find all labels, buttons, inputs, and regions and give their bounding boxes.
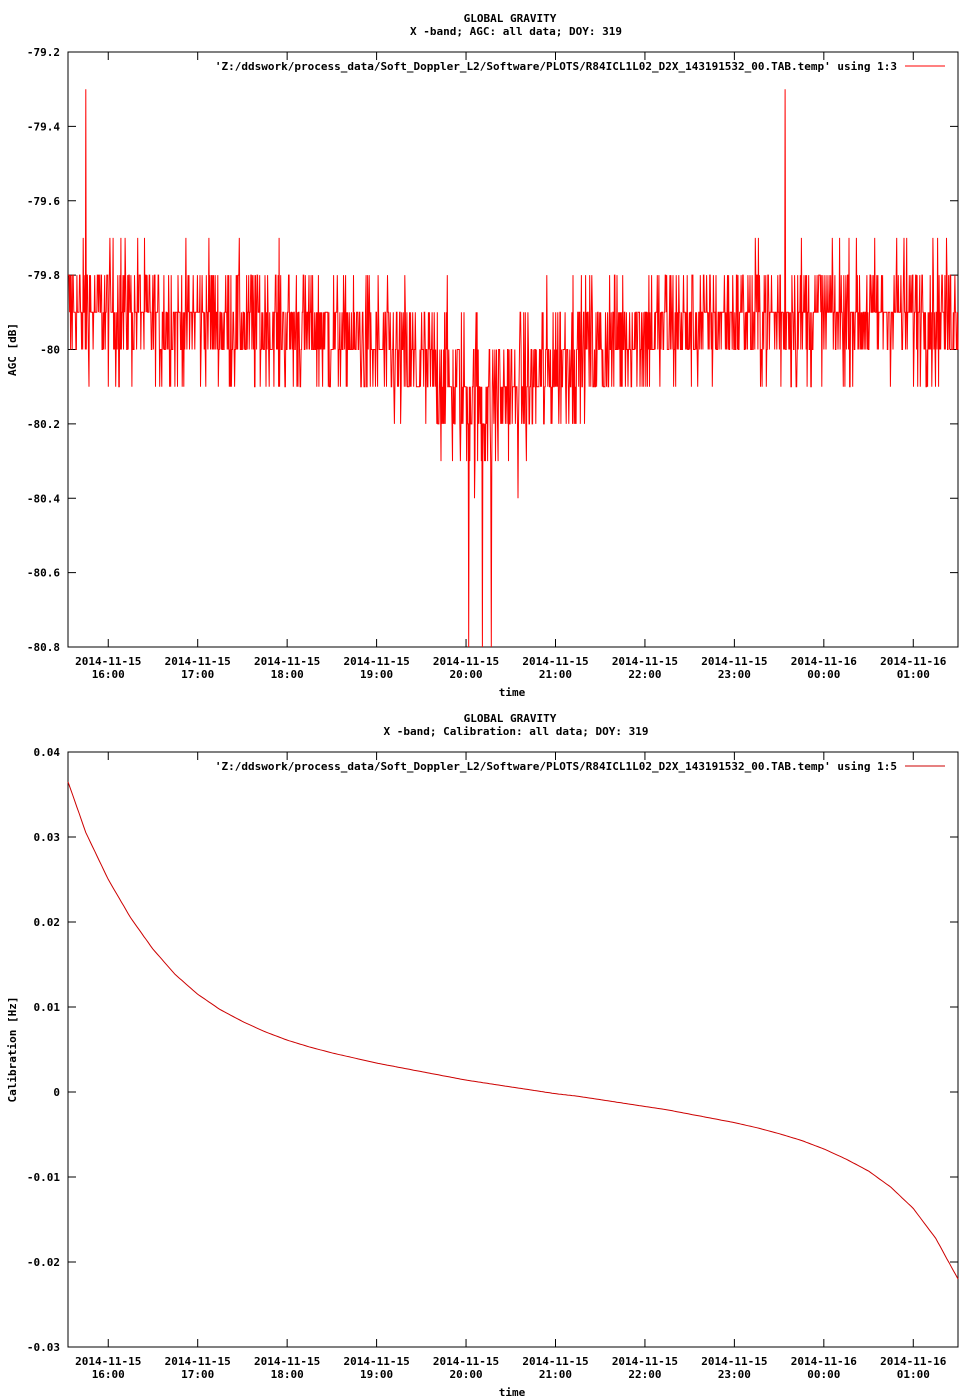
x-tick-time: 01:00: [897, 1368, 930, 1381]
y-tick-label: -80.8: [27, 641, 60, 654]
legend-label: 'Z:/ddswork/process_data/Soft_Doppler_L2…: [215, 760, 897, 773]
legend-label: 'Z:/ddswork/process_data/Soft_Doppler_L2…: [215, 60, 897, 73]
x-tick-time: 23:00: [718, 1368, 751, 1381]
y-tick-label: 0.04: [34, 746, 61, 759]
y-tick-label: -0.02: [27, 1256, 60, 1269]
y-tick-label: 0.02: [34, 916, 61, 929]
plot-frame: [67, 751, 959, 1348]
y-axis-label: AGC [dB]: [6, 323, 19, 376]
x-tick-time: 16:00: [92, 1368, 125, 1381]
x-axis-label: time: [499, 1386, 526, 1399]
x-tick-time: 21:00: [539, 668, 572, 681]
x-tick-date: 2014-11-15: [433, 655, 499, 668]
x-tick-date: 2014-11-15: [75, 655, 141, 668]
calibration-chart: GLOBAL GRAVITY X -band; Calibration: all…: [6, 712, 959, 1399]
x-tick-time: 21:00: [539, 1368, 572, 1381]
x-tick-time: 23:00: [718, 668, 751, 681]
x-tick-time: 18:00: [271, 1368, 304, 1381]
x-tick-date: 2014-11-16: [880, 1355, 947, 1368]
x-tick-date: 2014-11-16: [791, 655, 858, 668]
x-tick-date: 2014-11-15: [343, 1355, 409, 1368]
y-tick-label: -0.03: [27, 1341, 60, 1354]
y-tick-label: -80: [40, 344, 60, 357]
x-tick-date: 2014-11-15: [612, 1355, 678, 1368]
x-tick-date: 2014-11-15: [165, 655, 231, 668]
y-tick-label: -79.2: [27, 46, 60, 59]
x-tick-date: 2014-11-15: [701, 1355, 767, 1368]
x-tick-time: 20:00: [449, 668, 482, 681]
x-tick-date: 2014-11-15: [75, 1355, 141, 1368]
x-tick-time: 16:00: [92, 668, 125, 681]
x-tick-date: 2014-11-15: [165, 1355, 231, 1368]
x-tick-date: 2014-11-15: [433, 1355, 499, 1368]
x-tick-date: 2014-11-15: [522, 655, 588, 668]
x-ticks: 2014-11-1516:002014-11-1517:002014-11-15…: [75, 752, 947, 1381]
x-tick-date: 2014-11-16: [880, 655, 947, 668]
y-tick-label: -0.01: [27, 1171, 60, 1184]
y-tick-label: -80.6: [27, 567, 60, 580]
x-tick-time: 22:00: [628, 1368, 661, 1381]
x-tick-time: 19:00: [360, 1368, 393, 1381]
y-tick-label: -80.4: [27, 492, 60, 505]
y-tick-label: -79.8: [27, 269, 60, 282]
series-line: [67, 781, 959, 1280]
x-axis-label: time: [499, 686, 526, 699]
x-tick-time: 00:00: [807, 1368, 840, 1381]
y-tick-label: -80.2: [27, 418, 60, 431]
y-tick-label: 0: [53, 1086, 60, 1099]
x-tick-time: 18:00: [271, 668, 304, 681]
x-tick-time: 20:00: [449, 1368, 482, 1381]
y-tick-label: -79.6: [27, 195, 60, 208]
x-tick-time: 17:00: [181, 668, 214, 681]
series-layer: [67, 781, 959, 1280]
x-tick-time: 01:00: [897, 668, 930, 681]
x-ticks: 2014-11-1516:002014-11-1517:002014-11-15…: [75, 52, 947, 681]
y-tick-label: 0.03: [34, 831, 61, 844]
chart-title: GLOBAL GRAVITY: [464, 12, 557, 25]
x-tick-date: 2014-11-15: [522, 1355, 588, 1368]
x-tick-date: 2014-11-15: [612, 655, 678, 668]
y-axis-label: Calibration [Hz]: [6, 997, 19, 1103]
chart-subtitle: X -band; AGC: all data; DOY: 319: [410, 25, 622, 38]
chart-title: GLOBAL GRAVITY: [464, 712, 557, 725]
x-tick-date: 2014-11-15: [701, 655, 767, 668]
x-tick-date: 2014-11-15: [254, 1355, 320, 1368]
x-tick-date: 2014-11-15: [254, 655, 320, 668]
y-tick-label: 0.01: [34, 1001, 61, 1014]
x-tick-time: 22:00: [628, 668, 661, 681]
x-tick-date: 2014-11-15: [343, 655, 409, 668]
agc-chart: GLOBAL GRAVITY X -band; AGC: all data; D…: [6, 12, 959, 699]
y-tick-label: -79.4: [27, 120, 60, 133]
x-tick-time: 17:00: [181, 1368, 214, 1381]
x-tick-date: 2014-11-16: [791, 1355, 858, 1368]
x-tick-time: 19:00: [360, 668, 393, 681]
x-tick-time: 00:00: [807, 668, 840, 681]
series-layer: [68, 89, 959, 648]
y-ticks: 0.04 0.03 0.02 0.01 0 -0.01 -0.02 -0.03: [27, 746, 958, 1354]
chart-subtitle: X -band; Calibration: all data; DOY: 319: [384, 725, 649, 738]
series-line: [68, 89, 959, 648]
